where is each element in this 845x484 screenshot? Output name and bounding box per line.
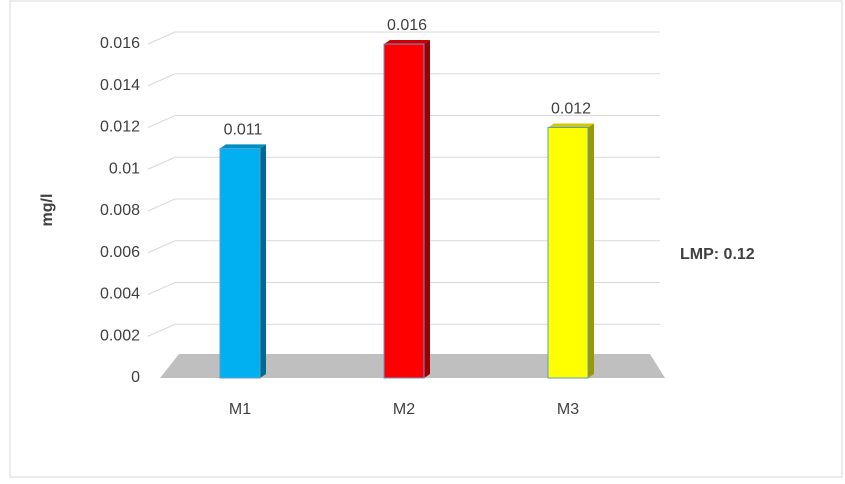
grid-line [147, 115, 660, 128]
value-label: 0.016 [387, 17, 427, 34]
bar [383, 43, 425, 379]
grid-line [147, 31, 660, 45]
value-label: 0.012 [551, 101, 591, 118]
y-tick-label: 0 [131, 369, 140, 386]
grid-line [147, 323, 660, 337]
y-tick-label: 0.006 [100, 244, 140, 261]
y-tick-label: 0.004 [100, 286, 140, 303]
y-tick-label: 0.01 [109, 160, 140, 177]
y-tick-label: 0.014 [100, 77, 140, 94]
y-tick-label: 0.016 [100, 35, 140, 52]
y-tick-label: 0.008 [100, 202, 140, 219]
grid-line [147, 198, 660, 212]
bar-top [548, 123, 594, 128]
y-axis-label: mg/l [39, 194, 56, 227]
x-tick-label: M2 [393, 401, 415, 418]
grid-line [147, 240, 660, 254]
y-tick-label: 0.002 [100, 327, 140, 344]
bar [219, 147, 261, 379]
bar-side [424, 40, 430, 378]
bar-top [384, 40, 430, 44]
grid-line [147, 73, 660, 87]
bar-side [588, 123, 594, 378]
annotation: LMP: 0.12 [680, 246, 755, 263]
grid-line [147, 282, 660, 295]
y-tick-label: 0.012 [100, 119, 140, 136]
bar-side [260, 144, 266, 378]
bar [547, 127, 589, 379]
value-label: 0.011 [224, 122, 263, 139]
x-tick-label: M3 [557, 401, 579, 418]
x-tick-label: M1 [229, 401, 251, 418]
grid-line [147, 156, 660, 170]
bar-top [220, 144, 266, 149]
